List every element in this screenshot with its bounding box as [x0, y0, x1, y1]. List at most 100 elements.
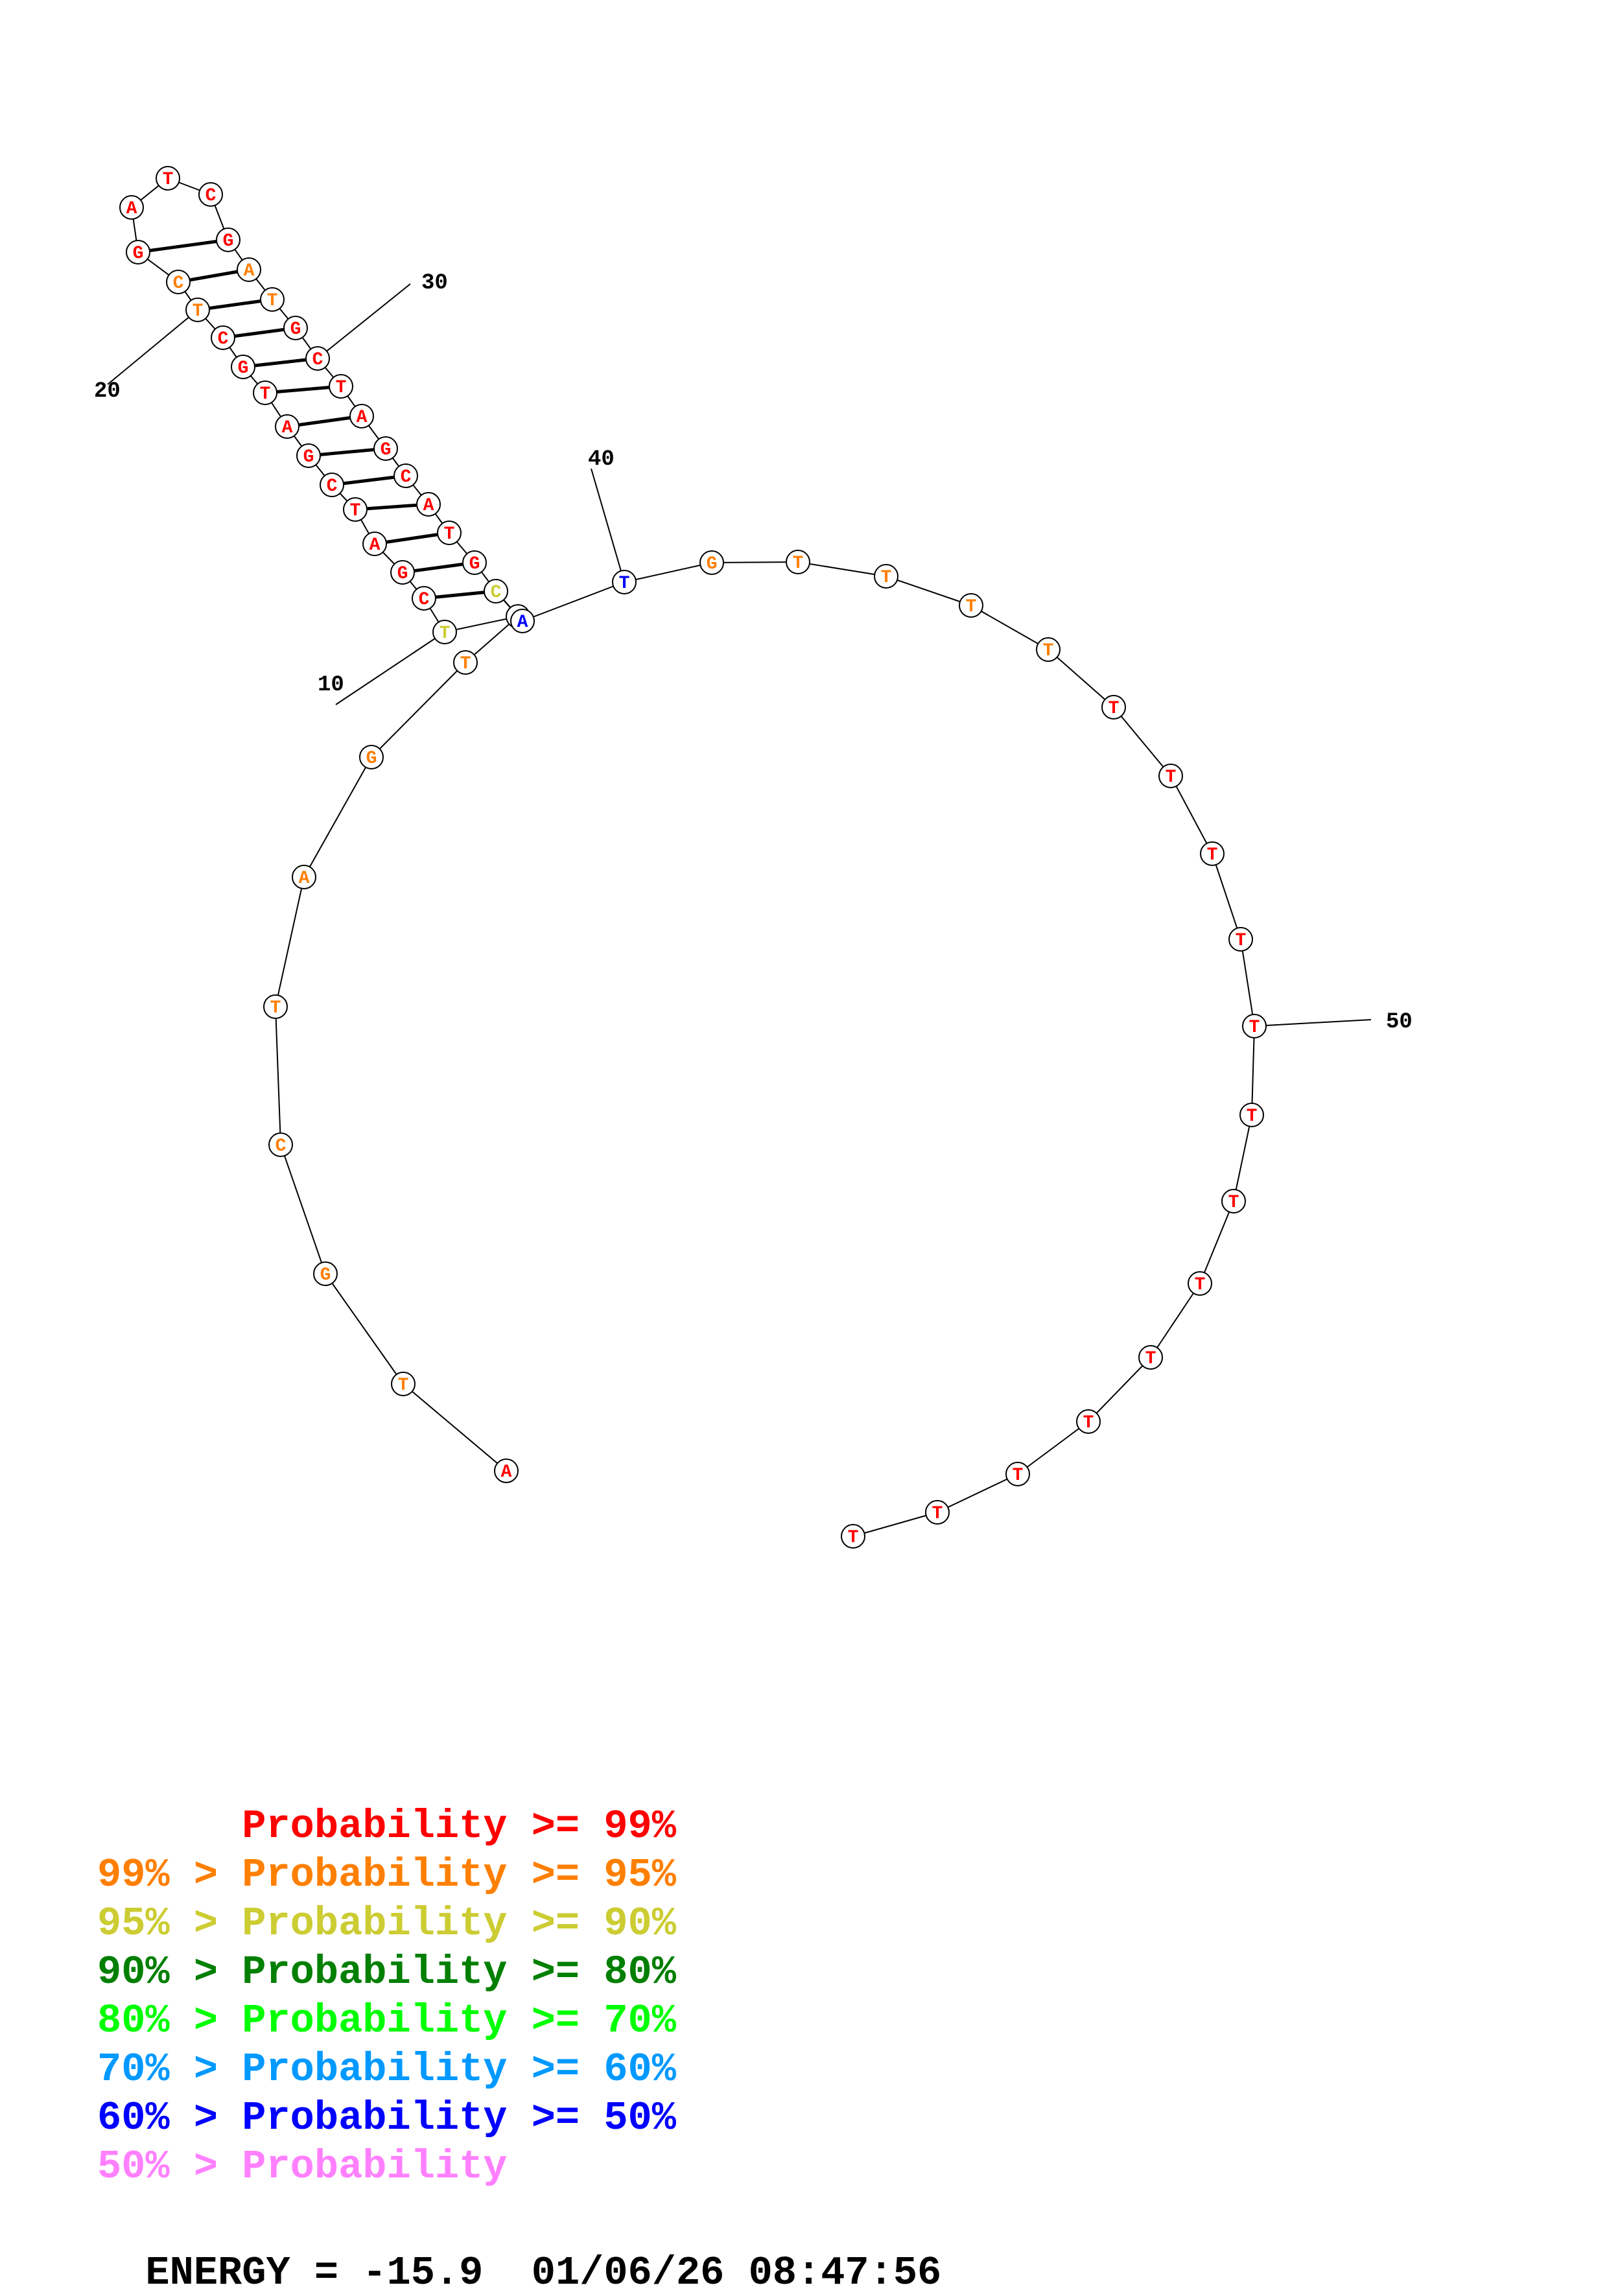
nucleotide-letter: A [423, 496, 434, 516]
nucleotide-letter: G [223, 231, 234, 252]
nucleotide-letter: T [398, 1376, 409, 1396]
backbone-segment [403, 1383, 507, 1471]
nucleotide-letter: T [350, 501, 361, 521]
position-label-line [317, 283, 411, 359]
nucleotide-letter: C [401, 467, 412, 487]
nucleotide-letter: C [218, 329, 229, 349]
nucleotide: A [292, 865, 316, 889]
nucleotide-letter: A [299, 869, 310, 889]
base-pair-line [331, 474, 406, 487]
backbone-segment [371, 662, 466, 758]
nucleotide-letter: T [932, 1504, 943, 1524]
nucleotide: G [699, 550, 724, 575]
nucleotide-letter: T [336, 378, 347, 398]
nucleotide: T [253, 381, 277, 405]
backbone-segment [1088, 1357, 1151, 1422]
nucleotide-letter: G [381, 440, 392, 460]
nucleotide: T [156, 166, 180, 191]
nucleotide-letter: T [1236, 931, 1247, 951]
position-label: 20 [94, 379, 121, 404]
nucleotide-letter: T [1207, 845, 1218, 865]
nucleotide-letter: T [1247, 1107, 1258, 1127]
nucleotide: C [320, 473, 344, 497]
nucleotide: T [391, 1372, 416, 1396]
base-pair-line [308, 447, 386, 458]
nucleotide: T [841, 1524, 865, 1549]
backbone-segment [303, 756, 372, 878]
position-label: 40 [588, 447, 615, 472]
nucleotide: T [437, 521, 462, 545]
nucleotide-letter: T [270, 998, 281, 1018]
legend-range: Probability >= 60% [242, 2046, 676, 2092]
backbone-segment [1017, 1421, 1089, 1475]
legend-prefix: 90% > [97, 1949, 242, 1995]
nucleotide-letter: T [440, 624, 451, 644]
legend-range: Probability [242, 2144, 508, 2190]
nucleotide-letter: C [205, 186, 217, 206]
nucleotide: T [1242, 1014, 1267, 1038]
nucleotide-letter: G [320, 1265, 331, 1285]
nucleotide: T [874, 564, 898, 589]
base-pair-line [264, 384, 342, 395]
backbone-lines [131, 178, 1255, 1537]
nucleotide: G [231, 355, 255, 379]
legend-range: Probability >= 90% [242, 1901, 676, 1947]
backbone-segment [886, 576, 972, 606]
nucleotide: T [185, 298, 210, 322]
nucleotide: G [296, 443, 321, 468]
base-pair-line [374, 531, 450, 546]
backbone-segment [275, 876, 305, 1007]
backbone-segment [1150, 1283, 1201, 1358]
backbone-segment [1048, 649, 1114, 708]
nucleotide-letter: T [1013, 1466, 1024, 1486]
legend-row: 60% > Probability >= 50% [97, 2094, 676, 2142]
nucleotide: T [1076, 1409, 1101, 1434]
nucleotide: A [510, 609, 535, 633]
nucleotide-letter: T [966, 597, 977, 617]
nucleotide: T [786, 550, 810, 574]
nucleotide-letter: T [460, 654, 471, 674]
backbone-segment [624, 562, 712, 583]
nucleotide: G [283, 316, 308, 340]
legend-range: Probability >= 70% [242, 1998, 676, 2044]
nucleotide: G [390, 560, 415, 585]
nucleotide: C [166, 270, 191, 294]
nucleotide: T [1188, 1271, 1212, 1296]
nucleotide-letter: T [1043, 641, 1054, 661]
nucleotide-letter: C [419, 590, 430, 610]
energy-footer: ENERGY = -15.9 01/06/26 08:47:56 [97, 2204, 941, 2296]
legend-row: 90% > Probability >= 80% [97, 1948, 676, 1997]
rna-structure-diagram: ATGCTAGTATCGATCGATGCTCGATCGATGCTAGCATGCA… [94, 166, 1413, 1549]
nucleotide-letter: T [848, 1528, 859, 1548]
nucleotide: G [462, 550, 487, 575]
backbone-segment [1240, 939, 1255, 1027]
energy-value: -15.9 [362, 2250, 484, 2296]
nucleotide-letter: C [327, 476, 338, 497]
nucleotide: A [494, 1458, 519, 1483]
nucleotide: A [119, 195, 144, 220]
nucleotide-letter: T [793, 554, 804, 574]
nucleotide: T [453, 650, 478, 675]
nucleotide: G [126, 240, 150, 264]
nucleotide: A [416, 492, 441, 517]
backbone-segment [1199, 1201, 1234, 1284]
nucleotide: T [1036, 637, 1061, 662]
nucleotide-letter: T [619, 574, 630, 594]
nucleotide: T [1200, 841, 1225, 866]
nucleotide: T [925, 1500, 950, 1525]
backbone-segment [522, 581, 625, 622]
nucleotide-letter: C [276, 1136, 287, 1156]
nucleotide-letter: T [267, 291, 278, 311]
backbone-segment [275, 1006, 281, 1145]
nucleotide-letter: A [501, 1462, 512, 1482]
backbone-segment [1170, 775, 1213, 854]
nucleotide-letter: G [707, 554, 718, 574]
legend-prefix: 60% > [97, 2095, 242, 2141]
nucleotide-letter: T [1083, 1413, 1094, 1433]
nucleotide-letter: A [517, 613, 528, 633]
nucleotide-letter: T [1228, 1193, 1239, 1213]
legend-range: Probability >= 50% [242, 2095, 676, 2141]
backbone-segment [852, 1512, 938, 1537]
nucleotide: T [959, 593, 983, 618]
nucleotide-letter: G [238, 358, 249, 379]
